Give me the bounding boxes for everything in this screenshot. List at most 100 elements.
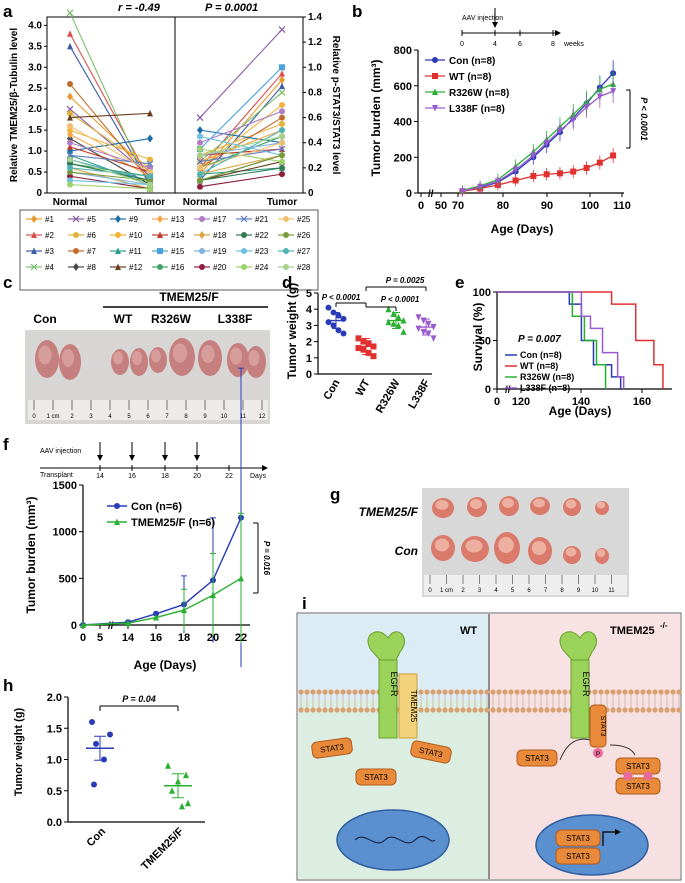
lipid-head [526,707,532,713]
panel-a-legend: #1 #2 #3 #4 #5 #6 #7 #8 #9 #10 #11 #12 #13 #14 #15 #16 #… [19,209,319,291]
panel-d-ytick: 3 [306,320,312,332]
panel-a-series-right-26 [197,152,285,184]
panel-a-legend-item: #24 [255,263,269,272]
panel-g-label: g [330,485,340,504]
legend-marker [241,264,247,270]
panel-a-legend-item: #16 [171,263,185,272]
panel-e-plot: 0 50 100 0 120 140 160 // P = 0.007 Con (n=8)WT (… [473,287,672,408]
lipid-head [484,707,490,713]
panel-a-line [199,142,283,169]
tumor-highlight [248,350,260,366]
panel-b-legend-item: L338F (n=8) [449,104,505,115]
panel-a-point-stroke [196,114,204,121]
egfr-label: EGFR [389,671,399,697]
panel-h-ytick: 2.0 [47,692,62,704]
timeline-tick-label: 4 [493,41,497,48]
ruler-label: 3 [478,588,482,594]
legend-marker [114,503,120,509]
panel-a-line [199,66,283,150]
lipid-head [610,707,616,713]
panel-e-legend-item: Con (n=8) [520,350,562,360]
legend-marker [114,518,120,525]
egfr-label: EGFR [581,671,591,697]
lipid-head [628,707,634,713]
panel-a-ytick-left: 0 [36,188,42,199]
tumor-highlight [533,498,545,508]
lipid-head [658,689,664,695]
timeline-unit: Days [250,473,266,480]
panel-b-xtick: 80 [497,200,509,212]
panel-f-legend-item: TMEM25/F (n=6) [131,517,215,529]
panel-a-ytick-left: 0.5 [28,167,42,178]
tumor-highlight [201,345,215,363]
tumor-highlight [132,351,142,365]
panel-a-ytick-right: 1.0 [308,62,322,73]
panel-a-series-right-17 [197,108,285,146]
ruler-label: 7 [544,588,548,594]
panel-a-line [199,104,283,169]
panel-a-line [69,12,151,190]
timeline-tick-label: 20 [193,473,201,480]
lipid-head [628,689,634,695]
lipid-head [346,707,352,713]
panel-b-legend-item: WT (n=8) [449,72,492,83]
panel-f-point [238,574,244,582]
panel-a-line [69,33,151,181]
legend-marker [432,88,438,95]
legend-marker [115,263,121,270]
panel-a-point [67,143,73,150]
panel-e-legend-item: WT (n=8) [520,361,558,371]
panel-f-legend-item: Con (n=6) [131,501,182,513]
panel-a-line [199,129,283,175]
panel-e-ytick: 50 [479,336,491,348]
panel-a-ytick-right: 1.2 [308,37,322,48]
panel-h-point [107,731,113,738]
lipid-head [310,689,316,695]
panel-f-point [153,614,159,621]
lipid-head [676,707,682,713]
panel-a-line [69,142,151,169]
panel-b-xtick: 100 [581,200,599,212]
panel-a-xtick-right: Normal [183,197,218,208]
panel-f-xtick: 14 [122,632,135,644]
panel-a-line [69,112,151,169]
panel-a-point [67,127,73,134]
lipid-head [454,689,460,695]
lipid-head [304,689,310,695]
panel-a-line [199,29,283,118]
transcription-arrowhead [615,829,621,835]
ruler-label: 0 [32,414,36,420]
lipid-head [622,689,628,695]
tumor-highlight [565,499,577,509]
panel-b-point [570,116,577,124]
panel-a-point [67,177,73,184]
panel-h-point [91,781,97,788]
panel-c-label: Con [33,312,56,326]
panel-a-point [67,169,73,176]
panel-b-point [494,178,501,185]
phospho-p [593,748,603,758]
panel-a-point [197,183,203,190]
panel-d-pvalue: P = 0.0025 [386,276,425,285]
panel-a-point [146,160,154,168]
panel-i-ko-sup: -/- [660,621,668,630]
lipid-head [322,689,328,695]
panel-b-xtick: 110 [613,200,631,212]
ruler-label: 6 [527,588,531,594]
stat3-nuclear [555,847,601,865]
panel-a-series-left-10 [67,127,153,163]
panel-a-point [67,173,73,180]
lipid-head [466,689,472,695]
lipid-head [430,689,436,695]
panel-d-point [330,322,337,329]
stat3-protein [410,740,452,764]
panel-a-ytick-right: 0.2 [308,163,322,174]
panel-a-point [147,185,153,192]
panel-h-point [101,756,107,763]
panel-b-xtick: 0 [418,200,424,212]
panel-h-pvalue: P = 0.04 [122,694,155,704]
panel-a-point [67,156,73,163]
panel-a-point [279,139,285,146]
panel-a-point [196,158,204,165]
